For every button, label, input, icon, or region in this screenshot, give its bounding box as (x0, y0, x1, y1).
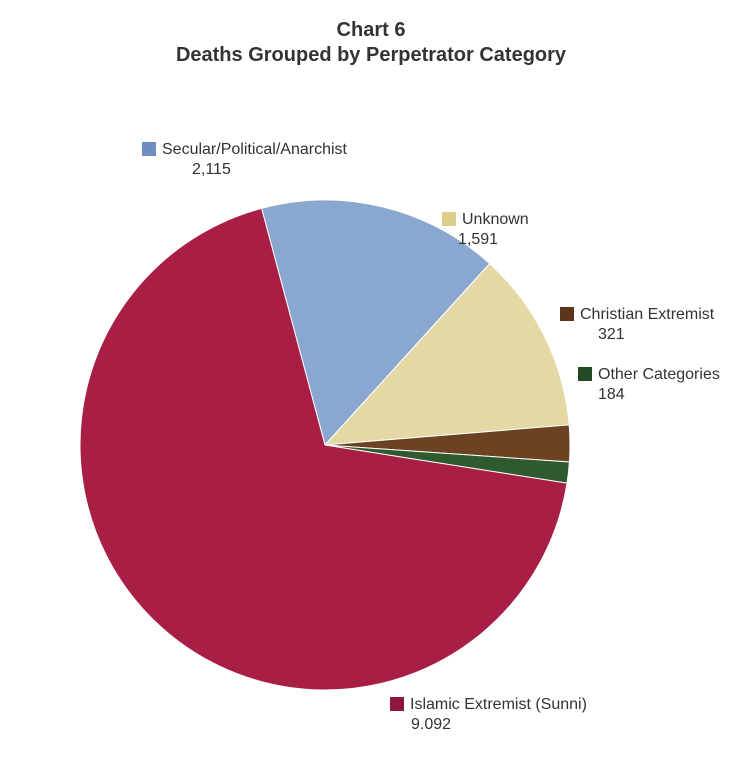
slice-value: 9.092 (411, 715, 451, 735)
slice-label: Unknown (442, 210, 529, 230)
slice-label-line1: Secular/Political/Anarchist (142, 140, 347, 160)
slice-label: Christian Extremist (560, 305, 714, 325)
slice-label: Other Categories (578, 365, 720, 385)
slice-label-text: Islamic Extremist (Sunni) (410, 696, 587, 713)
chart-container: Chart 6 Deaths Grouped by Perpetrator Ca… (0, 0, 742, 765)
legend-swatch-icon (142, 142, 156, 156)
slice-label-line1: Unknown (442, 210, 529, 230)
slice-label-line1: Christian Extremist (560, 305, 714, 325)
slice-label-text: Other Categories (598, 366, 720, 383)
legend-swatch-icon (560, 307, 574, 321)
legend-swatch-icon (578, 367, 592, 381)
slice-value: 1,591 (458, 230, 498, 250)
slice-label-text: Unknown (462, 211, 529, 228)
legend-swatch-icon (442, 212, 456, 226)
slice-value: 2,115 (192, 160, 231, 180)
slice-label-line1: Other Categories (578, 365, 720, 385)
slice-label-line1: Islamic Extremist (Sunni) (390, 695, 587, 715)
pie-slices-group (80, 200, 570, 690)
slice-value: 184 (598, 385, 625, 405)
legend-swatch-icon (390, 697, 404, 711)
slice-label: Secular/Political/Anarchist (142, 140, 347, 160)
slice-label: Islamic Extremist (Sunni) (390, 695, 587, 715)
slice-label-text: Christian Extremist (580, 306, 714, 323)
slice-value: 321 (598, 325, 625, 345)
slice-label-text: Secular/Political/Anarchist (162, 141, 347, 158)
